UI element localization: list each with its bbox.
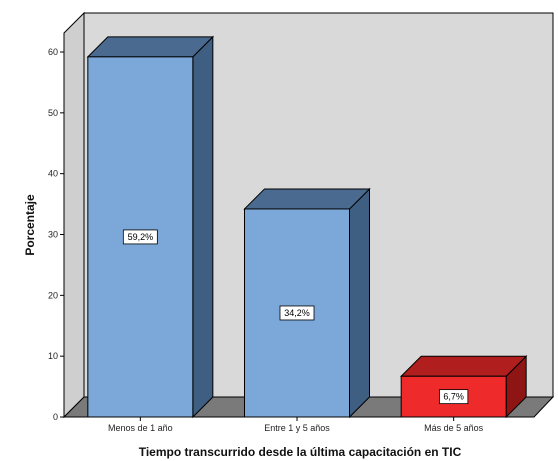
y-axis-title: Porcentaje <box>23 194 37 256</box>
x-tick-label: Entre 1 y 5 años <box>264 423 330 433</box>
data-label-box <box>279 305 315 321</box>
data-label: 34,2% <box>284 308 310 318</box>
bar-side <box>349 187 370 419</box>
y-tick-label: 0 <box>53 412 58 422</box>
bar-1 <box>86 35 215 419</box>
y-tick-label: 60 <box>48 47 58 57</box>
x-tick-label: Menos de 1 año <box>108 423 173 433</box>
bars-group <box>86 35 528 419</box>
data-label-box <box>122 229 158 245</box>
data-label: 6,7% <box>443 392 464 402</box>
bar-top <box>399 355 528 377</box>
bar-2 <box>243 187 371 419</box>
x-axis-title: Tiempo transcurrido desde la última capa… <box>139 445 462 459</box>
bar-3 <box>399 355 528 419</box>
bar-top <box>243 188 371 210</box>
y-tick-label: 50 <box>48 108 58 118</box>
y-tick-label: 10 <box>48 351 58 361</box>
bar-top <box>86 36 215 58</box>
data-label: 59,2% <box>128 232 154 242</box>
y-tick-label: 20 <box>48 290 58 300</box>
x-tick-label: Más de 5 años <box>424 423 484 433</box>
left-wall <box>63 11 85 419</box>
labels-group: 59,2% Menos de 1 año 34,2% Entre 1 y 5 años… <box>108 229 484 433</box>
data-label-box <box>439 389 469 405</box>
y-tick-label: 30 <box>48 230 58 240</box>
y-tick-label: 40 <box>48 169 58 179</box>
bar-side <box>192 35 214 419</box>
